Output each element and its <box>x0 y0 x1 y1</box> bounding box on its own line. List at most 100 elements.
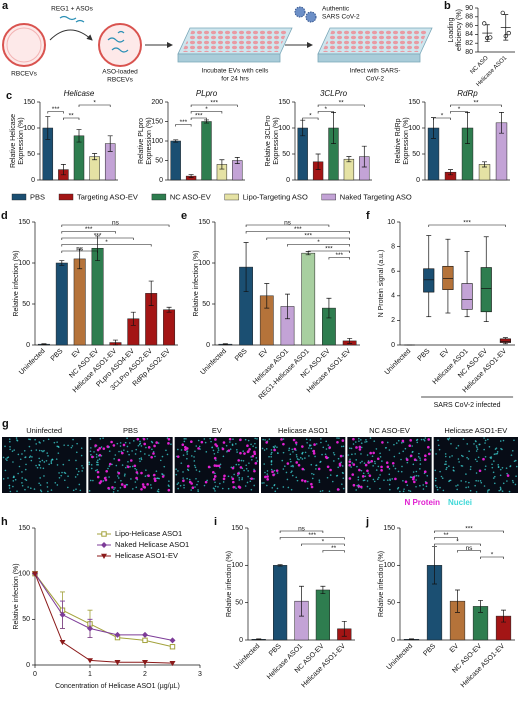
marker <box>169 637 176 644</box>
nucleus <box>423 438 425 441</box>
virus-label: SARS CoV-2 <box>322 14 360 21</box>
y-tick-label: 0 <box>26 662 30 669</box>
nucleus <box>369 487 371 490</box>
n-protein <box>366 469 369 473</box>
nucleus <box>23 449 26 452</box>
nucleus <box>450 443 452 445</box>
nucleus <box>249 480 252 483</box>
nucleus <box>76 473 79 476</box>
nucleus <box>140 458 143 461</box>
x-tick-label: PBS <box>50 348 65 363</box>
y-tick-label: 50 <box>235 600 243 607</box>
nucleus <box>460 454 463 457</box>
nucleus <box>406 484 409 487</box>
nucleus <box>112 491 115 493</box>
nucleus <box>21 471 23 473</box>
nucleus <box>465 473 467 475</box>
nucleus <box>315 468 317 470</box>
nucleus <box>341 483 343 485</box>
step-label: CoV-2 <box>366 76 384 83</box>
n-protein <box>357 484 361 488</box>
nucleus <box>214 485 217 488</box>
n-protein <box>253 469 256 473</box>
nucleus <box>77 470 80 473</box>
nucleus <box>254 442 256 445</box>
nucleus <box>35 464 37 467</box>
nucleus <box>54 481 57 484</box>
y-axis-label: N Protein signal (a.u.) <box>378 250 385 318</box>
nucleus <box>417 455 420 458</box>
nucleus <box>58 472 60 474</box>
nucleus <box>287 486 290 489</box>
sig-bracket <box>434 537 458 540</box>
sig-bracket <box>190 104 238 107</box>
nucleus <box>500 447 502 450</box>
bar <box>89 156 100 181</box>
nucleus <box>419 463 422 465</box>
error-bar <box>300 119 306 137</box>
nucleus <box>515 475 517 477</box>
y-tick-label: 150 <box>151 118 163 125</box>
nucleus <box>79 489 82 492</box>
nucleus <box>63 471 66 474</box>
nucleus <box>47 438 50 441</box>
panel-letter: e <box>181 210 187 222</box>
nucleus <box>376 478 379 481</box>
y-tick-label: 150 <box>383 525 395 532</box>
nucleus <box>282 468 285 470</box>
n-protein <box>111 486 114 489</box>
sig-bracket <box>317 111 334 114</box>
nucleus <box>465 480 467 483</box>
nucleus <box>235 487 237 490</box>
y-axis-label: Expression (%) <box>18 117 25 164</box>
nucleus <box>355 459 358 461</box>
nucleus <box>137 444 140 447</box>
marker <box>169 644 176 650</box>
n-protein <box>140 471 143 475</box>
n-protein <box>328 446 332 449</box>
n-protein <box>227 449 231 452</box>
nucleus <box>203 484 206 487</box>
n-protein <box>167 442 170 445</box>
nucleus <box>514 483 517 486</box>
n-protein <box>338 464 342 467</box>
n-protein <box>271 470 274 474</box>
nucleus <box>285 471 288 474</box>
nucleus <box>9 446 11 448</box>
nucleus <box>264 471 266 474</box>
nucleus <box>42 467 45 470</box>
nucleus <box>265 448 268 450</box>
nucleus <box>347 454 350 456</box>
nucleus <box>460 480 463 482</box>
nucleus <box>476 446 478 449</box>
nucleus <box>63 444 65 446</box>
nucleus <box>296 455 298 458</box>
nucleus <box>424 437 427 439</box>
nucleus <box>126 445 129 448</box>
n-protein <box>409 439 412 442</box>
nucleus <box>39 484 42 486</box>
nucleus <box>194 466 197 469</box>
marker <box>169 660 176 667</box>
nucleus <box>217 486 219 488</box>
nucleus <box>34 438 36 441</box>
legend-label: Helicase ASO1-EV <box>115 551 178 560</box>
nucleus <box>155 470 158 472</box>
nucleus <box>375 448 378 450</box>
sig-bracket <box>279 530 324 533</box>
y-tick-label: 100 <box>151 138 163 145</box>
sig-label: ** <box>331 545 337 552</box>
step-label: Infect with SARS- <box>350 68 401 75</box>
n-protein <box>310 485 314 489</box>
nucleus <box>288 449 290 452</box>
nucleus <box>509 465 511 468</box>
error-bar <box>478 600 483 613</box>
sig-bracket <box>279 537 345 540</box>
n-protein <box>380 469 383 472</box>
nucleus <box>365 440 368 443</box>
n-protein <box>122 443 126 447</box>
y-tick-label: 50 <box>22 616 30 623</box>
nucleus <box>360 453 362 455</box>
n-protein <box>112 444 116 447</box>
